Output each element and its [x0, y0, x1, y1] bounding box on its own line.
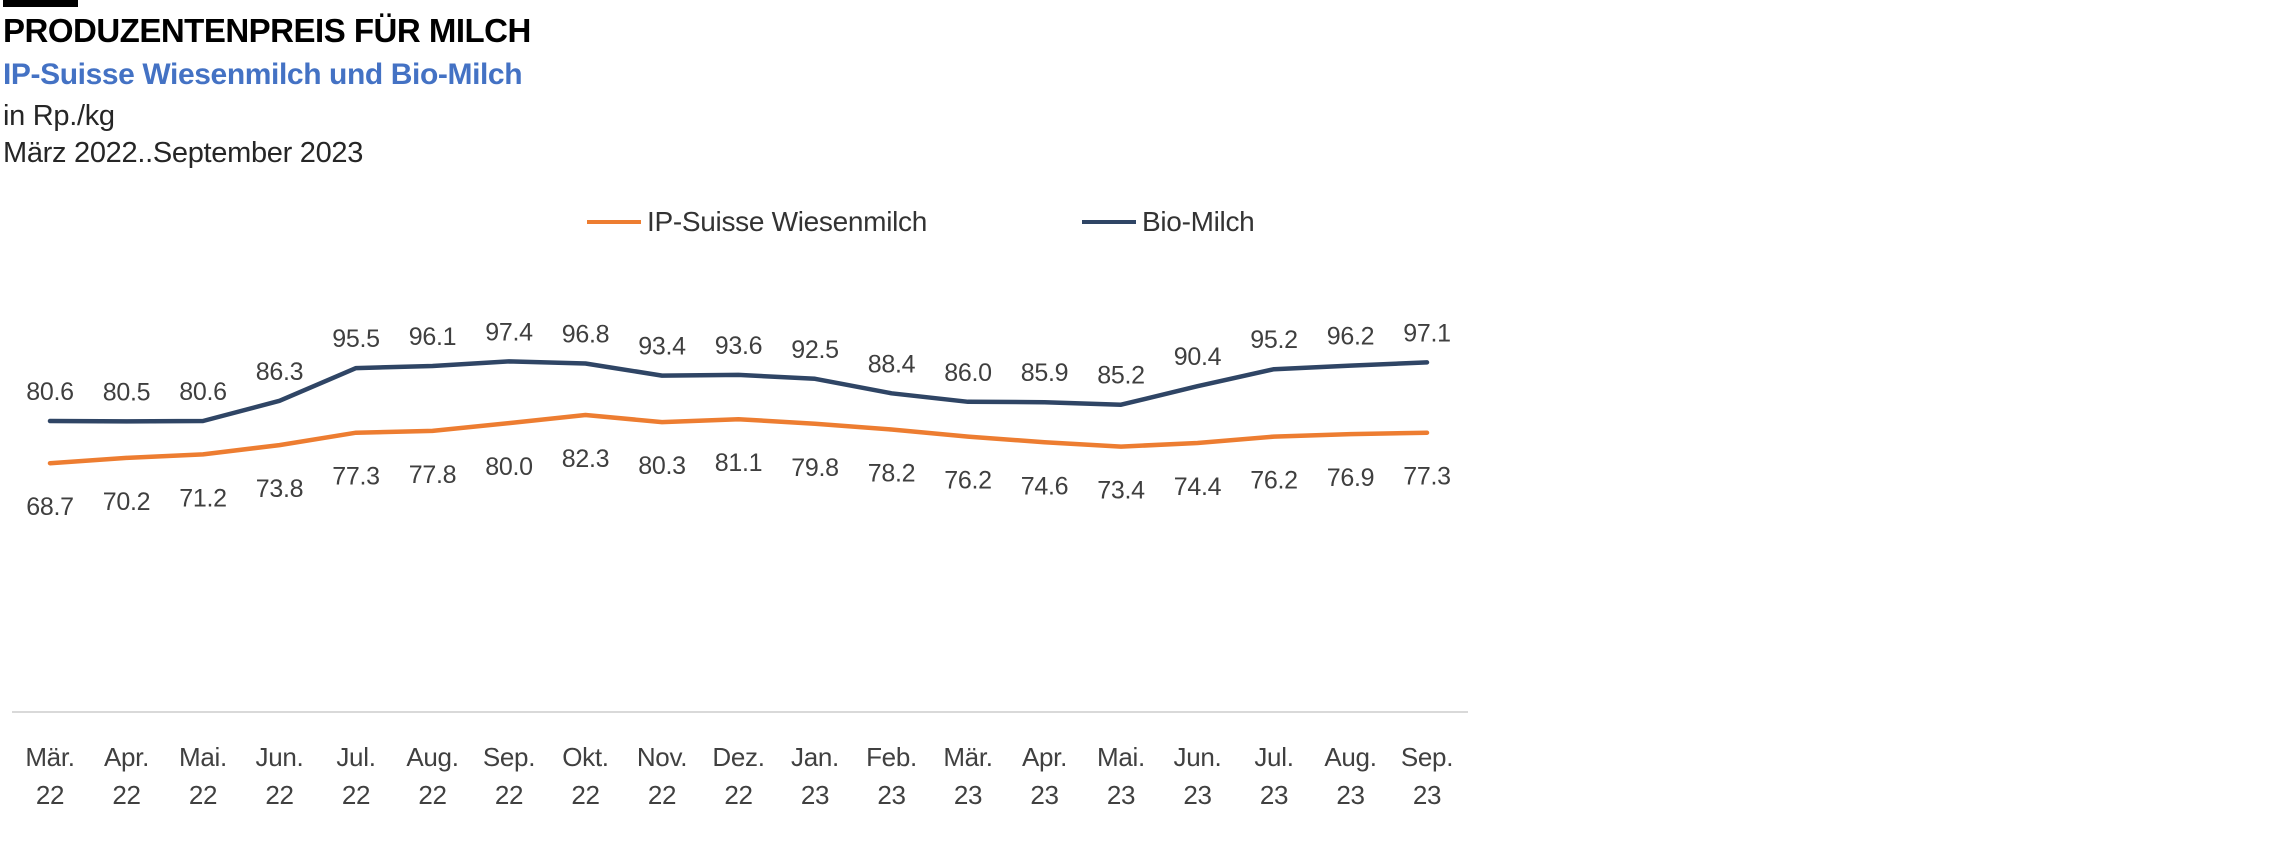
x-tick-year-label: 23	[1336, 780, 1364, 810]
x-tick-year-label: 23	[1183, 780, 1211, 810]
ip-suisse-wiesenmilch-data-label: 68.7	[26, 493, 73, 521]
x-tick-year-label: 23	[1107, 780, 1135, 810]
x-tick-year-label: 22	[724, 780, 752, 810]
chart-title: PRODUZENTENPREIS FÜR MILCH	[3, 12, 531, 49]
x-tick-month-label: Jun.	[256, 742, 304, 772]
ip-suisse-wiesenmilch-data-label: 80.3	[638, 452, 685, 480]
x-tick-month-label: Jul.	[1254, 742, 1293, 772]
bio-milch-data-label: 95.2	[1250, 326, 1297, 354]
x-tick-month-label: Okt.	[562, 742, 608, 772]
ip-suisse-wiesenmilch-data-label: 77.8	[409, 461, 456, 489]
bio-milch-data-label: 96.1	[409, 323, 456, 351]
x-tick-year-label: 22	[36, 780, 64, 810]
x-tick-month-label: Apr.	[1022, 742, 1067, 772]
unit-label: in Rp./kg	[3, 100, 115, 132]
period-label: März 2022..September 2023	[3, 137, 364, 169]
x-tick-year-label: 22	[342, 780, 370, 810]
x-tick-month-label: Nov.	[637, 742, 687, 772]
ip-suisse-wiesenmilch-data-label: 73.4	[1097, 477, 1145, 505]
x-tick-year-label: 23	[954, 780, 982, 810]
x-tick-month-label: Aug.	[406, 742, 458, 772]
bio-milch-data-label: 80.6	[26, 378, 73, 406]
x-tick-year-label: 22	[648, 780, 676, 810]
legend-label-bio-milch: Bio-Milch	[1142, 206, 1255, 237]
bio-milch-data-label: 95.5	[332, 325, 379, 353]
x-tick-year-label: 22	[418, 780, 446, 810]
bio-milch-data-label: 85.9	[1021, 359, 1068, 387]
x-tick-year-label: 22	[265, 780, 293, 810]
x-tick-month-label: Feb.	[866, 742, 917, 772]
ip-suisse-wiesenmilch-data-label: 82.3	[562, 445, 609, 473]
bio-milch-data-label: 97.1	[1403, 319, 1450, 347]
bio-milch-data-label: 86.0	[944, 359, 991, 387]
ip-suisse-wiesenmilch-data-label: 77.3	[1403, 463, 1450, 491]
bio-milch-data-label: 80.5	[103, 378, 150, 406]
bio-milch-data-label: 96.8	[562, 321, 609, 349]
ip-suisse-wiesenmilch-data-label: 79.8	[791, 454, 838, 482]
legend-item-bio-milch: Bio-Milch	[1082, 204, 1255, 240]
x-tick-year-label: 22	[571, 780, 599, 810]
ip-suisse-wiesenmilch-data-label: 70.2	[103, 488, 150, 516]
bio-milch-data-label: 80.6	[179, 378, 226, 406]
ip-suisse-wiesenmilch-data-label: 81.1	[715, 449, 762, 477]
legend-item-ip-suisse: IP-Suisse Wiesenmilch	[587, 204, 927, 240]
x-tick-year-label: 23	[877, 780, 905, 810]
bio-milch-data-label: 85.2	[1097, 362, 1144, 390]
x-tick-month-label: Dez.	[712, 742, 764, 772]
x-tick-year-label: 23	[801, 780, 829, 810]
x-tick-month-label: Aug.	[1324, 742, 1376, 772]
x-tick-year-label: 23	[1260, 780, 1288, 810]
x-tick-year-label: 23	[1413, 780, 1441, 810]
ip-suisse-wiesenmilch-data-label: 74.4	[1174, 473, 1222, 501]
bio-milch-data-label: 97.4	[485, 318, 533, 346]
x-tick-year-label: 22	[112, 780, 140, 810]
bio-milch-data-label: 86.3	[256, 358, 303, 386]
ip-suisse-wiesenmilch-data-label: 78.2	[868, 460, 915, 488]
x-tick-month-label: Jun.	[1174, 742, 1222, 772]
ip-suisse-wiesenmilch-line	[47, 412, 1430, 466]
ip-suisse-wiesenmilch-data-label: 76.2	[944, 467, 991, 495]
ip-suisse-wiesenmilch-data-label: 80.0	[485, 453, 532, 481]
x-tick-month-label: Apr.	[104, 742, 149, 772]
bio-milch-data-label: 93.6	[715, 332, 762, 360]
chart-subtitle: IP-Suisse Wiesenmilch und Bio-Milch	[3, 58, 523, 91]
legend-label-ip-suisse: IP-Suisse Wiesenmilch	[647, 206, 928, 237]
x-tick-month-label: Jan.	[791, 742, 839, 772]
x-tick-year-label: 23	[1030, 780, 1058, 810]
bio-milch-line-swatch-icon	[1082, 220, 1136, 224]
ip-suisse-wiesenmilch-data-label: 76.2	[1250, 467, 1297, 495]
accent-bar	[3, 0, 78, 7]
x-tick-year-label: 22	[189, 780, 217, 810]
ip-suisse-wiesenmilch-data-label: 77.3	[332, 463, 379, 491]
x-tick-month-label: Mär.	[25, 742, 74, 772]
x-tick-month-label: Sep.	[483, 742, 535, 772]
bio-milch-data-label: 93.4	[638, 333, 686, 361]
ip-suisse-wiesenmilch-data-label: 73.8	[256, 475, 303, 503]
x-tick-year-label: 22	[495, 780, 523, 810]
ip-suisse-line-swatch-icon	[587, 220, 641, 224]
ip-suisse-wiesenmilch-data-label: 74.6	[1021, 472, 1068, 500]
x-tick-month-label: Jul.	[336, 742, 375, 772]
bio-milch-data-label: 90.4	[1174, 343, 1222, 371]
x-tick-month-label: Mär.	[943, 742, 992, 772]
ip-suisse-wiesenmilch-data-label: 76.9	[1327, 464, 1374, 492]
x-tick-month-label: Mai.	[179, 742, 227, 772]
bio-milch-data-label: 92.5	[791, 336, 838, 364]
x-tick-month-label: Sep.	[1401, 742, 1453, 772]
ip-suisse-wiesenmilch-data-label: 71.2	[179, 484, 226, 512]
bio-milch-data-label: 96.2	[1327, 323, 1374, 351]
bio-milch-line	[47, 359, 1430, 424]
x-tick-month-label: Mai.	[1097, 742, 1145, 772]
bio-milch-data-label: 88.4	[868, 350, 916, 378]
